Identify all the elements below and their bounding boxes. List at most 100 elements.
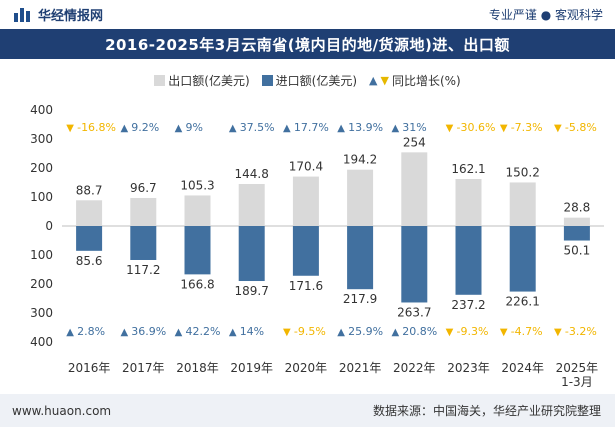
export-data-label: 96.7	[130, 181, 157, 195]
x-tick-label: 2022年	[393, 361, 436, 375]
export-data-label: 170.4	[289, 160, 323, 174]
import-swatch-icon	[261, 74, 273, 86]
export-bar	[184, 195, 211, 226]
export-growth-label: 37.5%	[240, 121, 275, 134]
y-tick-label: 400	[30, 103, 53, 117]
x-tick-label: 2025年	[556, 361, 599, 375]
import-bar	[184, 226, 211, 275]
import-bar	[455, 226, 482, 295]
growth-up-icon: ▲	[66, 327, 74, 338]
x-tick-label: 2019年	[230, 361, 273, 375]
legend-import: 进口额(亿美元)	[261, 72, 358, 89]
brand-name: 华经情报网	[38, 8, 104, 24]
export-growth-label: -5.8%	[565, 121, 597, 134]
growth-down-icon: ▼	[500, 327, 508, 338]
import-growth-label: 14%	[240, 325, 264, 338]
x-tick-label: 2021年	[339, 361, 382, 375]
import-bar	[401, 226, 428, 303]
y-tick-label: 300	[30, 306, 53, 320]
export-data-label: 88.7	[76, 183, 103, 197]
x-tick-label: 2017年	[122, 361, 165, 375]
x-tick-label: 2018年	[176, 361, 219, 375]
import-data-label: 85.6	[76, 254, 103, 268]
export-growth-label: 17.7%	[294, 121, 329, 134]
export-growth-label: 9.2%	[131, 121, 159, 134]
export-growth-label: 31%	[402, 121, 426, 134]
import-bar	[76, 226, 103, 251]
import-growth-label: 36.9%	[131, 325, 166, 338]
growth-up-icon: ▲	[283, 123, 291, 134]
import-growth-label: -9.5%	[294, 325, 326, 338]
growth-up-icon: ▲	[120, 327, 128, 338]
export-bar	[455, 178, 482, 226]
growth-up-icon: ▲	[175, 123, 183, 134]
import-bar	[292, 226, 319, 276]
growth-up-icon: ▲	[120, 123, 128, 134]
title-bar: 2016-2025年3月云南省(境内目的地/货源地)进、出口额	[0, 29, 615, 59]
export-bar	[238, 184, 265, 226]
import-growth-label: -4.7%	[511, 325, 543, 338]
export-data-label: 254	[403, 135, 426, 149]
bar-chart-logo-icon	[14, 6, 32, 22]
growth-up-icon: ▲	[391, 123, 399, 134]
export-bar	[130, 197, 157, 226]
export-data-label: 28.8	[564, 201, 591, 215]
growth-up-icon: ▲	[229, 327, 237, 338]
export-bar	[401, 152, 428, 226]
import-bar	[238, 226, 265, 282]
y-tick-label: 200	[30, 161, 53, 175]
y-tick-label: 100	[30, 248, 53, 262]
triangle-up-icon: ▲	[369, 73, 378, 87]
import-growth-label: 42.2%	[186, 325, 221, 338]
y-tick-label: 400	[30, 335, 53, 349]
import-growth-label: 2.8%	[77, 325, 105, 338]
growth-down-icon: ▼	[283, 327, 291, 338]
x-tick-label: 1-3月	[561, 375, 593, 389]
x-tick-label: 2023年	[447, 361, 490, 375]
x-tick-label: 2024年	[501, 361, 544, 375]
export-data-label: 162.1	[451, 162, 485, 176]
y-tick-label: 100	[30, 190, 53, 204]
y-tick-label: 300	[30, 132, 53, 146]
export-data-label: 144.8	[235, 167, 269, 181]
import-growth-label: 20.8%	[402, 325, 437, 338]
export-bar	[509, 182, 536, 226]
chart-title: 2016-2025年3月云南省(境内目的地/货源地)进、出口额	[105, 35, 510, 54]
growth-down-icon: ▼	[66, 123, 74, 134]
legend-export: 出口额(亿美元)	[154, 72, 250, 89]
import-bar	[563, 226, 590, 241]
import-data-label: 166.8	[180, 277, 214, 291]
top-bar: 华经情报网 专业严谨 ● 客观科学	[0, 0, 615, 28]
tagline: 专业严谨 ● 客观科学	[488, 7, 603, 22]
import-data-label: 263.7	[397, 305, 431, 319]
import-growth-label: -3.2%	[565, 325, 597, 338]
y-tick-label: 0	[45, 219, 53, 233]
footer: www.huaon.com 数据来源：中国海关，华经产业研究院整理	[0, 394, 615, 427]
x-tick-label: 2020年	[285, 361, 328, 375]
import-bar	[509, 226, 536, 292]
triangle-down-icon: ▼	[380, 73, 389, 87]
growth-down-icon: ▼	[554, 327, 562, 338]
legend-growth-label: 同比增长(%)	[391, 73, 461, 88]
import-bar	[130, 226, 157, 260]
growth-down-icon: ▼	[446, 327, 454, 338]
growth-up-icon: ▲	[229, 123, 237, 134]
footer-source: 数据来源：中国海关，华经产业研究院整理	[372, 404, 601, 418]
growth-up-icon: ▲	[175, 327, 183, 338]
import-growth-label: 25.9%	[348, 325, 383, 338]
export-bar	[292, 176, 319, 226]
export-data-label: 194.2	[343, 153, 377, 167]
import-data-label: 171.6	[289, 279, 323, 293]
export-growth-label: -7.3%	[511, 121, 543, 134]
import-data-label: 50.1	[564, 244, 591, 258]
growth-down-icon: ▼	[554, 123, 562, 134]
growth-down-icon: ▼	[500, 123, 508, 134]
legend-import-label: 进口额(亿美元)	[275, 73, 358, 88]
import-data-label: 226.1	[506, 295, 540, 309]
export-bar	[563, 217, 590, 226]
export-data-label: 150.2	[506, 165, 540, 179]
import-data-label: 217.9	[343, 292, 377, 306]
import-data-label: 189.7	[235, 284, 269, 298]
legend-growth: ▲ ▼ 同比增长(%)	[369, 72, 461, 89]
